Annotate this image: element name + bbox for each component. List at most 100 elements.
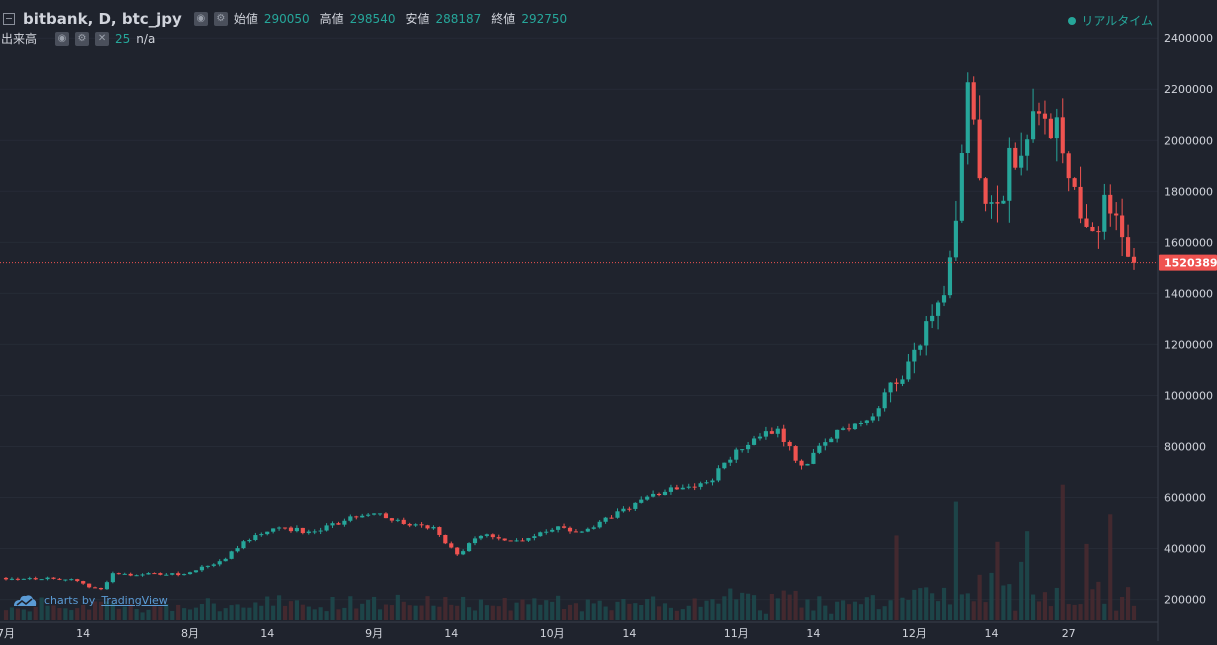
open-label: 始値 xyxy=(233,12,258,26)
candle-body xyxy=(1036,111,1042,114)
candle-body xyxy=(538,532,543,537)
candle-body xyxy=(787,441,792,447)
candle-body xyxy=(829,438,834,443)
eye-icon[interactable]: ◉ xyxy=(193,12,208,26)
volume-bar xyxy=(882,606,887,620)
volume-bar xyxy=(63,608,68,620)
candle xyxy=(300,527,305,535)
candle xyxy=(288,526,294,533)
volume-bar xyxy=(1013,610,1018,620)
volume-bar xyxy=(1066,604,1071,620)
candle-body xyxy=(959,153,964,221)
price-axis[interactable]: 200000 400000 600000 800000 1000000 1200000 14… xyxy=(1157,0,1213,641)
time-tick-label: 27 xyxy=(1062,627,1076,640)
candle-body xyxy=(1084,218,1089,227)
candle-body xyxy=(235,548,240,552)
close-value: 292750 xyxy=(521,12,568,26)
candle-body xyxy=(140,574,145,576)
candle xyxy=(140,573,145,577)
volume-bar xyxy=(1019,561,1024,620)
candle-body xyxy=(146,573,151,575)
price-tick-label: 1600000 xyxy=(1164,236,1213,249)
candle xyxy=(941,285,947,307)
volume-bar xyxy=(746,593,751,620)
candle xyxy=(959,144,964,223)
candle xyxy=(152,572,157,575)
price-tick-label: 2200000 xyxy=(1164,83,1213,96)
candle-body xyxy=(995,202,1000,204)
volume-bar xyxy=(633,603,638,620)
volume-bar xyxy=(591,603,596,620)
gear-icon[interactable]: ⚙ xyxy=(213,12,228,26)
volume-bar xyxy=(229,605,234,620)
candle-body xyxy=(947,257,953,296)
candle-body xyxy=(81,581,86,584)
volume-bar xyxy=(1108,514,1113,620)
candle-body xyxy=(1042,113,1048,119)
volume-bar xyxy=(122,606,127,620)
volume-bar xyxy=(128,604,133,620)
volume-bar xyxy=(431,605,436,620)
candle-body xyxy=(793,446,798,461)
volume-bar xyxy=(98,601,104,620)
candle xyxy=(478,535,484,541)
eye-icon[interactable]: ◉ xyxy=(55,32,70,46)
candle xyxy=(366,513,371,517)
candle xyxy=(1120,198,1125,257)
candle-body xyxy=(288,527,294,532)
candle xyxy=(639,496,644,504)
volume-bar xyxy=(1131,605,1137,620)
candle xyxy=(799,459,804,470)
time-axis[interactable]: 7月 14 8月 14 9月 14 10月 14 11月 14 12月 14 27 xyxy=(0,621,1158,640)
candle-body xyxy=(1060,117,1065,154)
candle-body xyxy=(277,527,282,529)
candle xyxy=(1013,142,1018,170)
candle-body xyxy=(354,516,359,518)
candle xyxy=(1054,108,1059,162)
collapse-legend-button[interactable] xyxy=(3,13,15,25)
open-value: 290050 xyxy=(263,12,310,26)
candle xyxy=(69,578,74,581)
volume-bar xyxy=(75,608,80,620)
tradingview-watermark[interactable]: charts by TradingView xyxy=(12,592,168,608)
volume-bar xyxy=(1007,584,1012,620)
volume-bar xyxy=(918,588,923,620)
candle xyxy=(75,578,80,583)
volume-label: 出来高 xyxy=(1,32,38,46)
volume-bar xyxy=(51,605,56,620)
candle-body xyxy=(799,460,804,466)
candle-body xyxy=(217,561,222,565)
candle xyxy=(597,520,602,529)
close-icon[interactable]: ✕ xyxy=(95,32,110,46)
candle-body xyxy=(882,392,887,409)
volume-bar xyxy=(57,608,62,620)
volume-bar xyxy=(27,611,32,620)
candle xyxy=(182,573,187,576)
candle xyxy=(205,565,210,569)
volume-bar xyxy=(461,596,466,620)
last-price-label: 1520389 xyxy=(1164,257,1217,270)
candle-body xyxy=(811,452,816,464)
tradingview-link[interactable]: TradingView xyxy=(101,593,168,607)
volume-bar xyxy=(561,608,567,620)
price-tick-label: 2400000 xyxy=(1164,32,1213,45)
volume-bar xyxy=(841,600,846,620)
volume-bar xyxy=(674,610,679,620)
price-tick-label: 1800000 xyxy=(1164,185,1213,198)
volume-bar xyxy=(1025,531,1030,620)
volume-bar xyxy=(152,605,157,620)
candle-body xyxy=(864,420,869,423)
candle-body xyxy=(686,486,691,488)
candle xyxy=(983,177,988,212)
candle xyxy=(704,480,709,485)
candle xyxy=(443,534,448,545)
candle xyxy=(389,517,394,523)
candle xyxy=(591,525,596,530)
volume-bar xyxy=(621,599,626,620)
candle xyxy=(187,571,193,575)
gear-icon[interactable]: ⚙ xyxy=(75,32,90,46)
candle xyxy=(829,437,834,443)
volume-bar xyxy=(1084,543,1089,620)
candle-body xyxy=(437,527,442,535)
